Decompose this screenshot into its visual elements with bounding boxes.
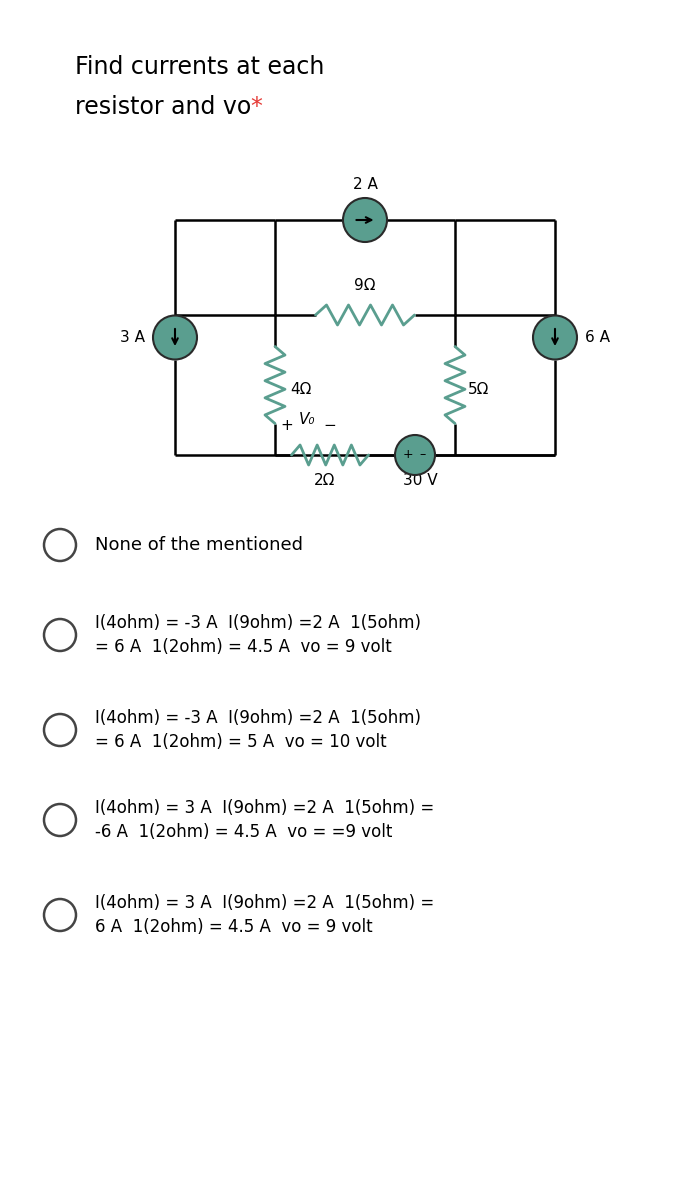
Text: –: – — [420, 449, 426, 462]
Text: I(4ohm) = 3 A  I(9ohm) =2 A  1(5ohm) =: I(4ohm) = 3 A I(9ohm) =2 A 1(5ohm) = — [95, 799, 434, 817]
Text: I(4ohm) = 3 A  I(9ohm) =2 A  1(5ohm) =: I(4ohm) = 3 A I(9ohm) =2 A 1(5ohm) = — [95, 894, 434, 912]
Text: = 6 A  1(2ohm) = 4.5 A  vo = 9 volt: = 6 A 1(2ohm) = 4.5 A vo = 9 volt — [95, 638, 392, 656]
Text: −: − — [323, 418, 336, 433]
Text: *: * — [250, 95, 262, 119]
Text: 5Ω: 5Ω — [468, 383, 489, 397]
Text: +: + — [281, 418, 294, 433]
Text: resistor and vo: resistor and vo — [75, 95, 259, 119]
Text: 6 A: 6 A — [585, 330, 610, 346]
Text: Find currents at each: Find currents at each — [75, 55, 325, 79]
Circle shape — [395, 434, 435, 475]
Text: I(4ohm) = -3 A  I(9ohm) =2 A  1(5ohm): I(4ohm) = -3 A I(9ohm) =2 A 1(5ohm) — [95, 614, 421, 632]
Text: 9Ω: 9Ω — [354, 278, 376, 293]
Circle shape — [343, 198, 387, 242]
Text: = 6 A  1(2ohm) = 5 A  vo = 10 volt: = 6 A 1(2ohm) = 5 A vo = 10 volt — [95, 733, 387, 751]
Circle shape — [533, 316, 577, 360]
Text: 4Ω: 4Ω — [290, 383, 311, 397]
Text: 2Ω: 2Ω — [315, 473, 335, 488]
Text: None of the mentioned: None of the mentioned — [95, 536, 303, 554]
Text: I(4ohm) = -3 A  I(9ohm) =2 A  1(5ohm): I(4ohm) = -3 A I(9ohm) =2 A 1(5ohm) — [95, 709, 421, 727]
Text: 3 A: 3 A — [120, 330, 145, 346]
Text: +: + — [403, 449, 413, 462]
Text: 30 V: 30 V — [403, 473, 437, 488]
Text: -6 A  1(2ohm) = 4.5 A  vo = =9 volt: -6 A 1(2ohm) = 4.5 A vo = =9 volt — [95, 823, 392, 841]
Text: 6 A  1(2ohm) = 4.5 A  vo = 9 volt: 6 A 1(2ohm) = 4.5 A vo = 9 volt — [95, 918, 373, 936]
Text: 2 A: 2 A — [352, 176, 377, 192]
Circle shape — [153, 316, 197, 360]
Text: V₀: V₀ — [299, 412, 315, 427]
